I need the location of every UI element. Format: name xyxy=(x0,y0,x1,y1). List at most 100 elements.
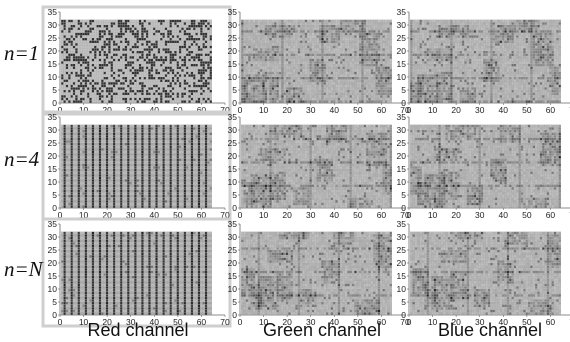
heatmap-cell xyxy=(284,51,286,53)
heatmap-cell xyxy=(331,82,333,84)
heatmap-cell xyxy=(347,35,349,37)
heatmap-cell xyxy=(205,43,207,45)
heatmap-cell xyxy=(281,33,283,35)
heatmap-cell xyxy=(186,59,188,61)
heatmap-cell xyxy=(210,95,212,97)
heatmap-cell xyxy=(122,74,124,76)
heatmap-cell xyxy=(122,77,124,79)
heatmap-cell xyxy=(186,64,188,66)
heatmap-cell xyxy=(203,77,205,79)
heatmap-cell xyxy=(244,56,246,58)
y-tick-label: 15 xyxy=(228,59,238,69)
heatmap-cell xyxy=(108,22,110,24)
heatmap-cell xyxy=(144,20,146,22)
heatmap-cell xyxy=(373,46,375,48)
heatmap-cell xyxy=(153,74,155,76)
heatmap-cell xyxy=(184,69,186,71)
heatmap-cell xyxy=(324,61,326,63)
heatmap-cell xyxy=(205,98,207,100)
heatmap-cell xyxy=(75,25,77,27)
heatmap-cell xyxy=(260,28,262,30)
heatmap-cell xyxy=(258,22,260,24)
heatmap-cell xyxy=(281,69,283,71)
heatmap-cell xyxy=(260,48,262,50)
heatmap-cell xyxy=(170,28,172,30)
heatmap-cell xyxy=(326,67,328,69)
heatmap-cell xyxy=(288,33,290,35)
heatmap-cell xyxy=(422,98,424,100)
heatmap-cell xyxy=(450,69,452,71)
heatmap-cell xyxy=(181,56,183,58)
heatmap-cell xyxy=(267,51,269,53)
heatmap-cell xyxy=(87,28,89,30)
heatmap-cell xyxy=(338,22,340,24)
heatmap-cell xyxy=(108,56,110,58)
heatmap-cell xyxy=(291,25,293,27)
heatmap-cell xyxy=(481,82,483,84)
heatmap-cell xyxy=(205,54,207,56)
heatmap-cell xyxy=(253,72,255,74)
heatmap-cell xyxy=(97,33,99,35)
heatmap-cell xyxy=(545,80,547,82)
heatmap-cell xyxy=(371,48,373,50)
heatmap-cell xyxy=(108,33,110,35)
heatmap-cell xyxy=(324,25,326,27)
heatmap-cell xyxy=(137,90,139,92)
heatmap-cell xyxy=(483,93,485,95)
heatmap-cell xyxy=(319,90,321,92)
heatmap-cell xyxy=(113,72,115,74)
heatmap-cell xyxy=(314,95,316,97)
heatmap-cell xyxy=(127,20,129,22)
heatmap-cell xyxy=(163,38,165,40)
heatmap-cell xyxy=(158,74,160,76)
heatmap-cell xyxy=(170,74,172,76)
heatmap-cell xyxy=(265,82,267,84)
heatmap-cell xyxy=(512,74,514,76)
heatmap-cell xyxy=(286,46,288,48)
heatmap-cell xyxy=(340,100,342,102)
heatmap-cell xyxy=(188,33,190,35)
heatmap-cell xyxy=(361,77,363,79)
heatmap-cell xyxy=(390,67,392,69)
heatmap-cell xyxy=(205,95,207,97)
x-tick-label: 40 xyxy=(330,105,340,115)
heatmap-cell xyxy=(99,90,101,92)
heatmap-cell xyxy=(293,80,295,82)
heatmap-cell xyxy=(265,54,267,56)
heatmap-cell xyxy=(361,54,363,56)
heatmap-cell xyxy=(85,48,87,50)
heatmap-cell xyxy=(210,93,212,95)
heatmap-cell xyxy=(198,100,200,102)
heatmap-cell xyxy=(130,56,132,58)
heatmap-cell xyxy=(158,30,160,32)
heatmap-cell xyxy=(137,28,139,30)
heatmap-cell xyxy=(373,100,375,102)
heatmap-cell xyxy=(314,46,316,48)
heatmap-cell xyxy=(295,77,297,79)
heatmap-cell xyxy=(78,64,80,66)
heatmap-cell xyxy=(345,28,347,30)
heatmap-cell xyxy=(293,30,295,32)
heatmap-cell xyxy=(359,98,361,100)
heatmap-cell xyxy=(317,22,319,24)
heatmap-cell xyxy=(413,100,415,102)
heatmap-cell xyxy=(502,98,504,100)
heatmap-cell xyxy=(89,59,91,61)
heatmap-cell xyxy=(66,98,68,100)
heatmap-cell xyxy=(502,80,504,82)
heatmap-cell xyxy=(144,100,146,102)
heatmap-cell xyxy=(87,43,89,45)
heatmap-cell xyxy=(481,72,483,74)
heatmap-cell xyxy=(160,56,162,58)
heatmap-cell xyxy=(132,85,134,87)
heatmap-cell xyxy=(82,20,84,22)
heatmap-cell xyxy=(293,48,295,50)
heatmap-cell xyxy=(488,82,490,84)
heatmap-cell xyxy=(378,35,380,37)
heatmap-cell xyxy=(255,72,257,74)
heatmap-cell xyxy=(198,56,200,58)
heatmap-cell xyxy=(118,51,120,53)
heatmap-cell xyxy=(291,28,293,30)
heatmap-cell xyxy=(73,61,75,63)
heatmap-cell xyxy=(343,51,345,53)
